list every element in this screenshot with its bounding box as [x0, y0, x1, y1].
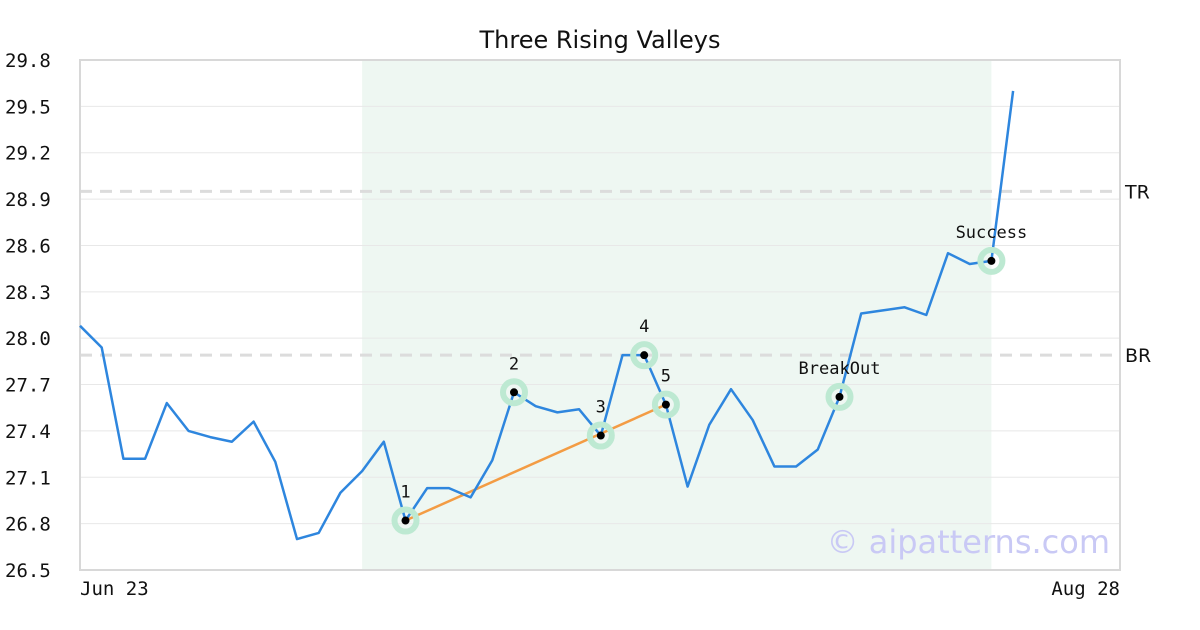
point-marker [640, 351, 649, 360]
chart-title: Three Rising Valleys [478, 26, 720, 54]
y-tick-label: 29.5 [5, 96, 51, 118]
point-label: 2 [509, 354, 519, 374]
point-label: 5 [661, 367, 671, 387]
point-marker [401, 516, 410, 525]
point-marker [661, 400, 670, 409]
point-marker [510, 388, 518, 397]
y-tick-label: 26.5 [5, 560, 51, 582]
point-halo [391, 506, 420, 535]
y-tick-label: 29.8 [5, 50, 51, 72]
level-label: BR [1125, 345, 1151, 367]
x-axis-ticks: Jun 23 Aug 28 [80, 578, 1120, 600]
point-marker [987, 256, 996, 265]
y-tick-label: 28.0 [5, 328, 51, 350]
point-label: 4 [639, 317, 649, 337]
pattern-highlight-region [362, 60, 992, 570]
y-tick-label: 29.2 [5, 143, 51, 165]
y-axis-ticks: 26.5 26.8 27.1 27.4 27.7 28.0 28.3 28.6 28.9 29.2… [5, 50, 51, 582]
point-label: 1 [400, 483, 410, 503]
grid-lines [80, 59, 1120, 571]
x-tick-label: Aug 28 [1051, 578, 1120, 600]
point-halo [586, 421, 615, 450]
point-halo [500, 378, 528, 407]
y-tick-label: 26.8 [5, 514, 51, 536]
point-label: BreakOut [799, 359, 881, 379]
point-marker [596, 431, 605, 440]
level-label: TR [1124, 181, 1150, 203]
y-tick-label: 27.4 [5, 421, 51, 443]
plot-frame [79, 59, 1121, 571]
point-halo [825, 382, 854, 411]
y-tick-label: 27.1 [5, 467, 51, 489]
point-label: 3 [596, 398, 606, 418]
level-lines: TR BR [80, 181, 1151, 367]
point-marker [835, 392, 844, 401]
watermark: © aipatterns.com [827, 523, 1110, 561]
valley-trendline [404, 403, 667, 522]
pattern-points: 1 2 3 4 5 BreakOut Success [391, 223, 1028, 535]
point-halo [977, 246, 1006, 275]
y-tick-label: 27.7 [5, 375, 51, 397]
y-tick-label: 28.6 [5, 235, 51, 257]
price-line [79, 90, 1015, 541]
point-halo [630, 341, 659, 370]
y-tick-label: 28.3 [5, 282, 51, 304]
point-halo [651, 390, 680, 419]
y-tick-label: 28.9 [5, 189, 51, 211]
x-tick-label: Jun 23 [80, 578, 149, 600]
point-label: Success [956, 223, 1028, 243]
